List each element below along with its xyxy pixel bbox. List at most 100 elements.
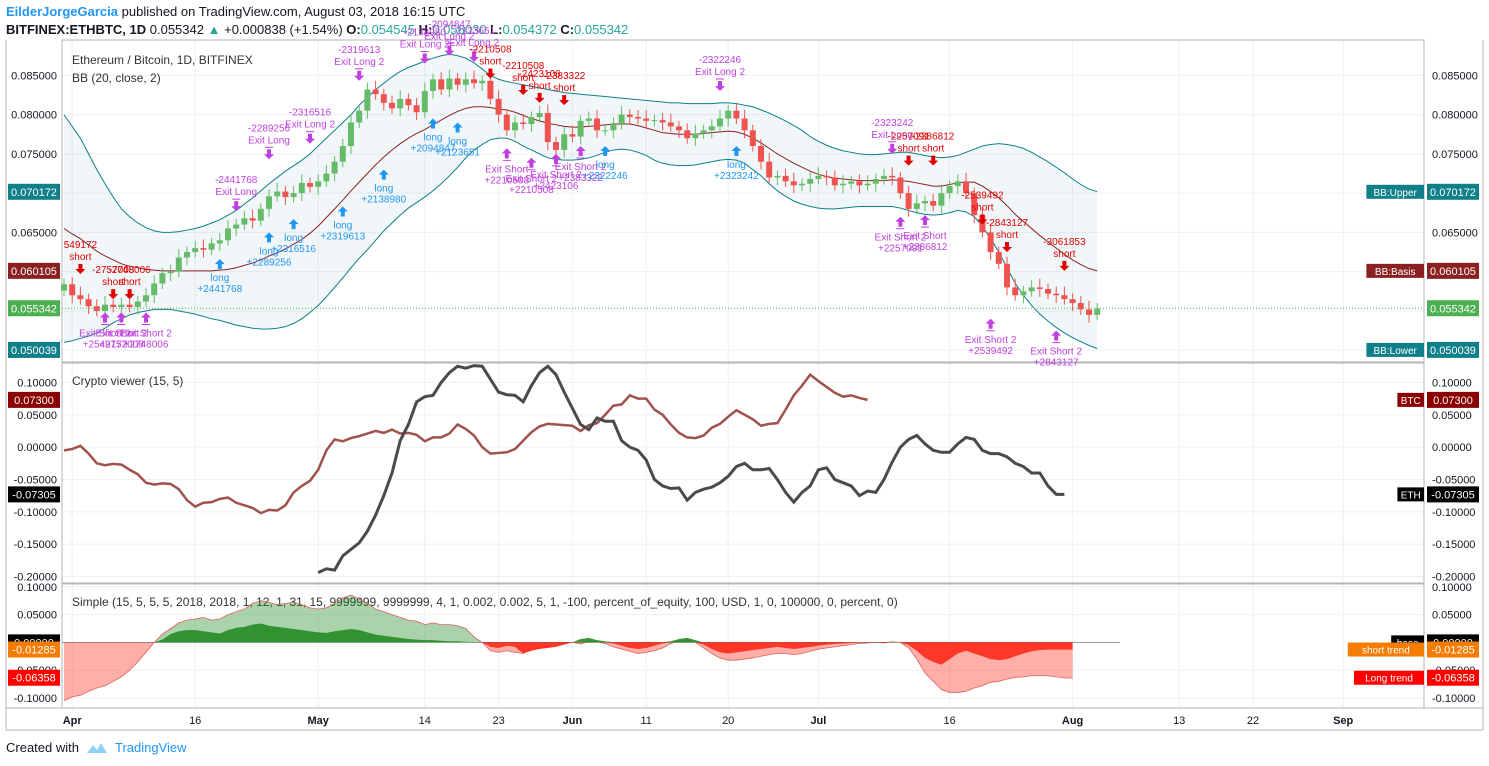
value-tag-right-text: -0.07305 (1431, 489, 1474, 501)
x-tick-label: 16 (189, 715, 201, 727)
candle (946, 180, 953, 199)
candle (954, 174, 961, 194)
signal-label: Exit Short 2 (530, 170, 582, 181)
candle (323, 164, 330, 187)
candle (963, 172, 969, 199)
value-tag-right (1427, 669, 1479, 686)
signal-exit: Exit Short+2386812 (903, 215, 948, 253)
value-tag-right (1427, 183, 1479, 200)
y-tick-label-left: -0.10000 (14, 507, 57, 519)
candle (569, 125, 576, 143)
candle-body (905, 193, 912, 209)
signal-num: +2210508 (484, 175, 529, 186)
candle-body (241, 218, 248, 225)
signal-num: -2441768 (215, 175, 258, 186)
candle (503, 109, 510, 136)
candle (225, 219, 231, 246)
up-arrow-icon (288, 219, 299, 230)
up-arrow-icon (731, 146, 742, 157)
candle-body (856, 181, 863, 186)
value-tag-right (1427, 641, 1479, 658)
candle-body (126, 304, 133, 308)
candle-body (684, 130, 691, 139)
candle-body (536, 113, 543, 117)
author-name[interactable]: EilderJorgeGarcia (6, 4, 118, 19)
signal-label: long (210, 273, 229, 284)
candle (257, 203, 264, 227)
candle-body (577, 120, 584, 137)
open-label: O: (346, 22, 361, 37)
candle-body (922, 201, 928, 204)
signal-label: long (284, 233, 303, 244)
up-arrow-icon (214, 259, 225, 270)
candle-body (987, 232, 994, 253)
candle-body (1069, 299, 1076, 304)
candle (815, 167, 822, 185)
candle (159, 267, 166, 289)
candle-body (782, 175, 789, 182)
y-tick-label-left: -0.10000 (14, 693, 57, 705)
candle-body (159, 273, 166, 284)
candle (85, 293, 92, 315)
candle-body (233, 224, 240, 229)
tradingview-brand[interactable]: TradingView (114, 740, 187, 755)
signal-num: -2257091 (887, 132, 930, 143)
signal-label: Exit Short (485, 164, 529, 175)
series-name-tag (1397, 392, 1424, 407)
price-change: +0.000838 (+1.54%) (224, 22, 343, 37)
candle (446, 69, 453, 98)
candle-body (495, 98, 502, 115)
value-tag-left (8, 641, 60, 658)
signal-label: short (897, 144, 919, 155)
candle (1053, 286, 1060, 304)
candle (389, 95, 395, 114)
candle (134, 296, 141, 315)
candle-body (315, 181, 322, 187)
y-tick-label-right: 0.05000 (1432, 610, 1472, 622)
down-arrow-icon (444, 45, 455, 56)
candle (831, 170, 838, 191)
signal-label: long (333, 220, 352, 231)
signal-num: +2386812 (903, 242, 948, 253)
candle-body (184, 252, 190, 258)
x-tick-label: Sep (1333, 715, 1353, 727)
candle-body (815, 175, 822, 180)
candle-body (610, 124, 617, 131)
down-arrow-icon (108, 289, 119, 300)
candle (339, 138, 346, 168)
candle (700, 124, 707, 139)
candle (971, 187, 978, 223)
candle (1077, 296, 1084, 315)
value-tag-left (8, 300, 60, 317)
signal-label: short (971, 203, 993, 214)
down-arrow-icon (305, 133, 315, 144)
candle-body (585, 118, 592, 121)
candle-body (487, 80, 494, 99)
series-name-tag-text: BB:Lower (1374, 346, 1418, 357)
candle-body (889, 175, 896, 178)
candle (667, 113, 674, 132)
candle (913, 194, 920, 215)
up-arrow-icon (264, 232, 274, 243)
candle-body (1077, 303, 1084, 310)
candle-body (946, 186, 953, 194)
bb-band-fill (64, 54, 1098, 349)
candle (93, 299, 100, 317)
value-tag-left-text: 0.055342 (11, 303, 57, 315)
candle-body (462, 79, 469, 85)
candle (553, 136, 559, 156)
signal-num: +2138980 (361, 195, 406, 206)
published-text: published on TradingView.com, August 03,… (121, 4, 466, 19)
candle-body (192, 248, 199, 253)
candle (290, 186, 297, 203)
candle (69, 277, 76, 304)
down-arrow-icon (231, 201, 242, 212)
y-tick-label-right: -0.20000 (1432, 572, 1475, 584)
candle-body (69, 284, 76, 296)
down-arrow-icon (977, 214, 988, 225)
signal-num: -2843127 (986, 218, 1029, 229)
value-tag-left-text: 0.07300 (14, 395, 54, 407)
